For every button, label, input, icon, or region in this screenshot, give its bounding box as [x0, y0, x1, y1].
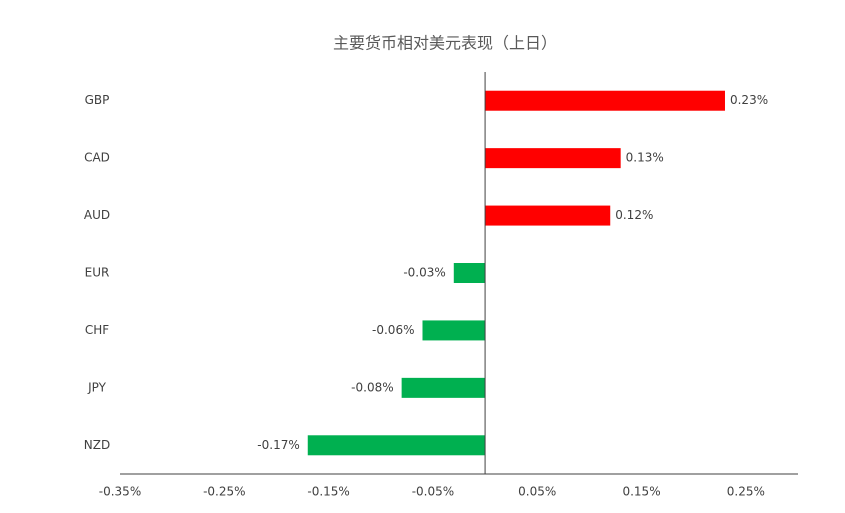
- bar: [401, 377, 486, 398]
- data-label: -0.17%: [257, 438, 299, 452]
- data-label: -0.06%: [372, 323, 414, 337]
- bar: [307, 435, 486, 456]
- data-label: -0.03%: [403, 266, 445, 280]
- bar: [485, 148, 621, 169]
- data-label: -0.08%: [351, 380, 393, 394]
- x-tick-label: -0.15%: [307, 485, 349, 499]
- x-tick-label: 0.05%: [518, 485, 556, 499]
- bar: [422, 320, 486, 341]
- x-tick-label: 0.25%: [727, 485, 765, 499]
- x-tick-label: 0.15%: [622, 485, 660, 499]
- bar: [485, 205, 611, 226]
- bar: [453, 263, 486, 283]
- y-tick-label: NZD: [84, 438, 110, 452]
- bar: [485, 90, 725, 111]
- y-tick-label: CAD: [84, 151, 110, 165]
- chart-title: 主要货币相对美元表现（上日）: [333, 34, 557, 53]
- x-tick-label: -0.05%: [412, 485, 454, 499]
- data-label: 0.23%: [730, 93, 768, 107]
- y-tick-label: JPY: [87, 380, 107, 394]
- x-tick-label: -0.35%: [99, 485, 141, 499]
- y-tick-label: CHF: [85, 323, 109, 337]
- x-tick-label: -0.25%: [203, 485, 245, 499]
- data-label: 0.13%: [626, 151, 664, 165]
- y-tick-label: GBP: [85, 93, 110, 107]
- y-tick-label: EUR: [85, 266, 110, 280]
- data-label: 0.12%: [615, 208, 653, 222]
- y-tick-label: AUD: [84, 208, 110, 222]
